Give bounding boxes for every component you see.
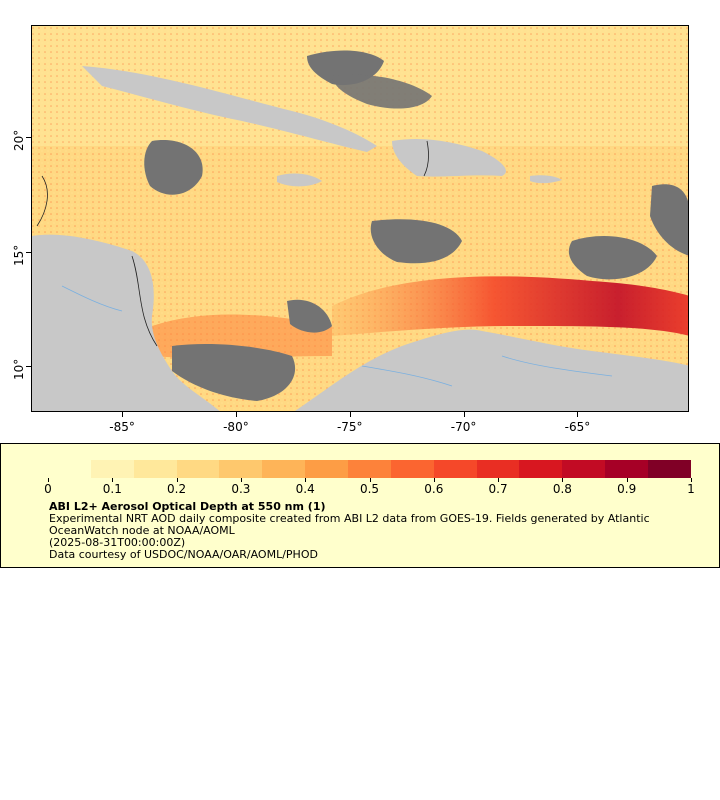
aod-map-image (32, 26, 688, 411)
x-tick-mark (122, 412, 124, 417)
dust-plume (332, 276, 688, 336)
land-south-america (294, 329, 688, 411)
x-tick-mark (577, 412, 579, 417)
land-puerto-rico (530, 175, 562, 184)
x-tick-label: -80° (223, 420, 249, 434)
colorbar-segment (648, 460, 691, 478)
rivers (61, 285, 613, 387)
colorbar-tick-mark (498, 478, 500, 482)
land-cuba (82, 66, 377, 152)
colorbar-tick-mark (626, 478, 628, 482)
y-tick-label: 20° (12, 129, 26, 152)
x-tick-label: -75° (336, 420, 363, 434)
colorbar-tick-mark (691, 478, 692, 482)
colorbar-segment (348, 460, 391, 478)
colorbar-tick-mark (176, 478, 178, 482)
y-tick-label: 15° (12, 244, 26, 266)
colorbar-tick-mark (305, 478, 307, 482)
colorbar-tick-mark (433, 478, 435, 482)
x-tick-mark (349, 412, 351, 417)
legend-title: ABI L2+ Aerosol Optical Depth at 550 nm … (49, 500, 326, 513)
colorbar-tick-mark (240, 478, 242, 482)
cloud-nodata-7 (287, 299, 332, 333)
colorbar-tick-mark (112, 478, 114, 482)
colorbar-segment (90, 460, 134, 478)
colorbar-segment (562, 460, 606, 478)
colorbar-tick-label: 0.5 (359, 482, 380, 496)
colorbar-segment (519, 460, 563, 478)
colorbar-segment (605, 460, 649, 478)
legend-panel: 0 0.1 0.2 0.3 0.4 0.5 0.6 0.7 0.8 0.9 1 ABI L2+ Ae… (0, 443, 720, 568)
x-tick-label: -65° (564, 420, 591, 434)
land-hispaniola (392, 139, 506, 177)
colorbar-tick-label: 0.8 (552, 482, 572, 496)
colorbar-tick-label: 1 (687, 482, 695, 496)
y-tick-mark (26, 251, 31, 253)
cloud-nodata-5 (172, 344, 296, 401)
legend-credit: Data courtesy of USDOC/NOAA/OAR/AOML/PHO… (49, 548, 318, 561)
colorbar-tick-label: 0.4 (295, 482, 315, 496)
colorbar-tick-mark (48, 478, 49, 482)
cloud-nodata-6 (650, 184, 688, 256)
colorbar-tick-mark (562, 478, 564, 482)
x-tick-label: -85° (109, 420, 135, 434)
country-borders (36, 140, 429, 347)
colorbar (48, 460, 691, 478)
colorbar-segment (305, 460, 349, 478)
land-jamaica (277, 173, 322, 187)
cloud-nodata-4 (568, 236, 657, 280)
y-tick-mark (26, 366, 31, 368)
colorbar-tick-label: 0.9 (617, 482, 637, 496)
aod-map (31, 25, 689, 412)
colorbar-segment (219, 460, 263, 478)
colorbar-tick-label: 0.3 (231, 482, 251, 496)
land-central-america (32, 234, 220, 411)
colorbar-segment (433, 460, 477, 478)
colorbar-segment (133, 460, 177, 478)
cloud-nodata-3 (370, 219, 462, 264)
cloud-nodata-2 (144, 140, 203, 195)
colorbar-segment (476, 460, 520, 478)
y-tick-mark (26, 137, 31, 139)
cloud-nodata-8 (332, 74, 432, 109)
colorbar-segment (176, 460, 220, 478)
colorbar-tick-label: 0 (44, 482, 52, 496)
colorbar-tick-mark (369, 478, 371, 482)
colorbar-tick-label: 0.7 (488, 482, 508, 496)
y-tick-label: 10° (12, 358, 26, 381)
x-tick-mark (463, 412, 465, 417)
legend-time: (2025-08-31T00:00:00Z) (49, 536, 186, 549)
legend-description: Experimental NRT AOD daily composite cre… (49, 512, 650, 537)
colorbar-segment (262, 460, 306, 478)
x-tick-label: -70° (450, 420, 477, 434)
x-tick-mark (235, 412, 237, 417)
colorbar-segment (390, 460, 434, 478)
colorbar-tick-label: 0.2 (167, 482, 187, 496)
legend-text: ABI L2+ Aerosol Optical Depth at 550 nm … (49, 501, 689, 561)
colorbar-segment (48, 460, 91, 478)
colorbar-tick-label: 0.6 (424, 482, 444, 496)
colorbar-tick-label: 0.1 (102, 482, 122, 496)
